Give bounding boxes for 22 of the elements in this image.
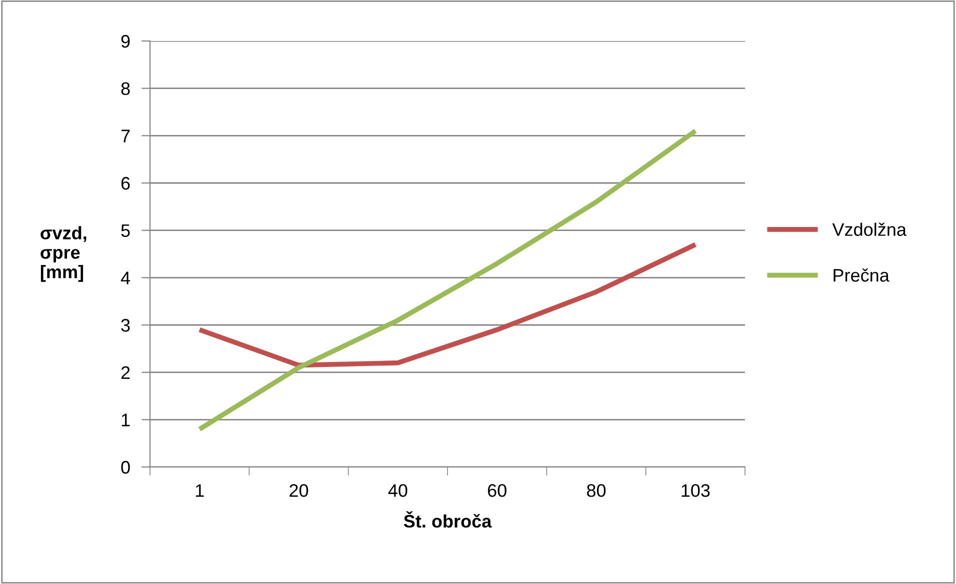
y-tick-label: 9 [121, 34, 130, 48]
y-tick-label: 4 [120, 272, 130, 284]
line-series [197, 242, 698, 368]
x-axis-title: Št. obroča [404, 511, 492, 528]
legend-label: Vzdolžna [832, 222, 906, 236]
x-tick-label: 60 [488, 484, 506, 497]
y-axis-title: σvzd, σpre [mm] [40, 226, 86, 282]
y-tick-label: 3 [121, 318, 130, 332]
x-tick-label: 80 [586, 484, 606, 497]
y-tick-label: 2 [121, 366, 130, 379]
y-tick-label: 7 [121, 130, 130, 142]
y-tick-label: 5 [121, 224, 130, 238]
y-tick-label: 8 [121, 82, 130, 96]
line-series [197, 128, 698, 432]
y-tick-label: 6 [121, 176, 130, 190]
x-tick-label: 103 [682, 484, 710, 497]
y-tick-label: 0 [121, 460, 130, 474]
legend-label: Prečna [834, 268, 890, 282]
x-tick-label: 20 [290, 484, 308, 497]
x-tick-label: 1 [196, 484, 204, 497]
x-tick-label: 40 [388, 484, 408, 497]
y-tick-label: 1 [122, 414, 130, 426]
